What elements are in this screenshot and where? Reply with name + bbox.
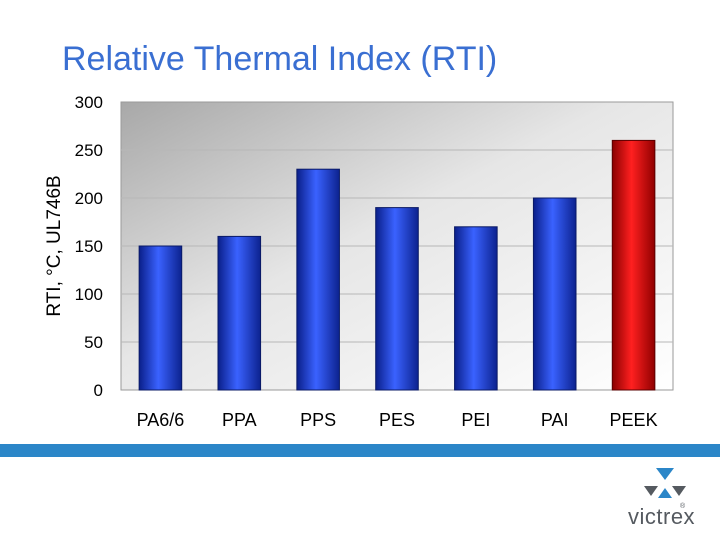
bars: [138, 139, 656, 391]
y-tick-labels: 0 50 100 150 200 250 300: [75, 93, 103, 400]
x-tick-label: PAI: [541, 410, 569, 430]
x-tick-label: PPS: [300, 410, 336, 430]
y-tick-label: 50: [84, 333, 103, 352]
y-tick-label: 300: [75, 93, 103, 112]
x-tick-labels: PA6/6 PPA PPS PES PEI PAI PEEK: [137, 410, 658, 430]
y-axis-label: RTI, °C, UL746B: [44, 175, 65, 316]
x-tick-label: PPA: [222, 410, 257, 430]
bar-ppa: [217, 235, 262, 391]
y-tick-label: 0: [94, 381, 103, 400]
footer-bar: [0, 444, 720, 457]
x-tick-label: PES: [379, 410, 415, 430]
x-tick-label: PEEK: [610, 410, 658, 430]
bar-pps: [296, 168, 340, 391]
victrex-logo-icon: [644, 468, 686, 498]
y-tick-label: 150: [75, 237, 103, 256]
y-tick-label: 100: [75, 285, 103, 304]
x-tick-label: PA6/6: [137, 410, 185, 430]
y-tick-label: 250: [75, 141, 103, 160]
bar-peek: [611, 139, 656, 391]
slide-title: Relative Thermal Index (RTI): [62, 40, 498, 78]
logo-registered-mark: ®: [680, 503, 686, 510]
bar-pa6-6: [138, 245, 183, 391]
bar-pei: [454, 226, 498, 391]
x-tick-label: PEI: [461, 410, 490, 430]
bar-pai: [532, 197, 577, 391]
bar-pes: [375, 207, 419, 391]
logo-wordmark: victrex: [628, 504, 696, 529]
y-tick-label: 200: [75, 189, 103, 208]
